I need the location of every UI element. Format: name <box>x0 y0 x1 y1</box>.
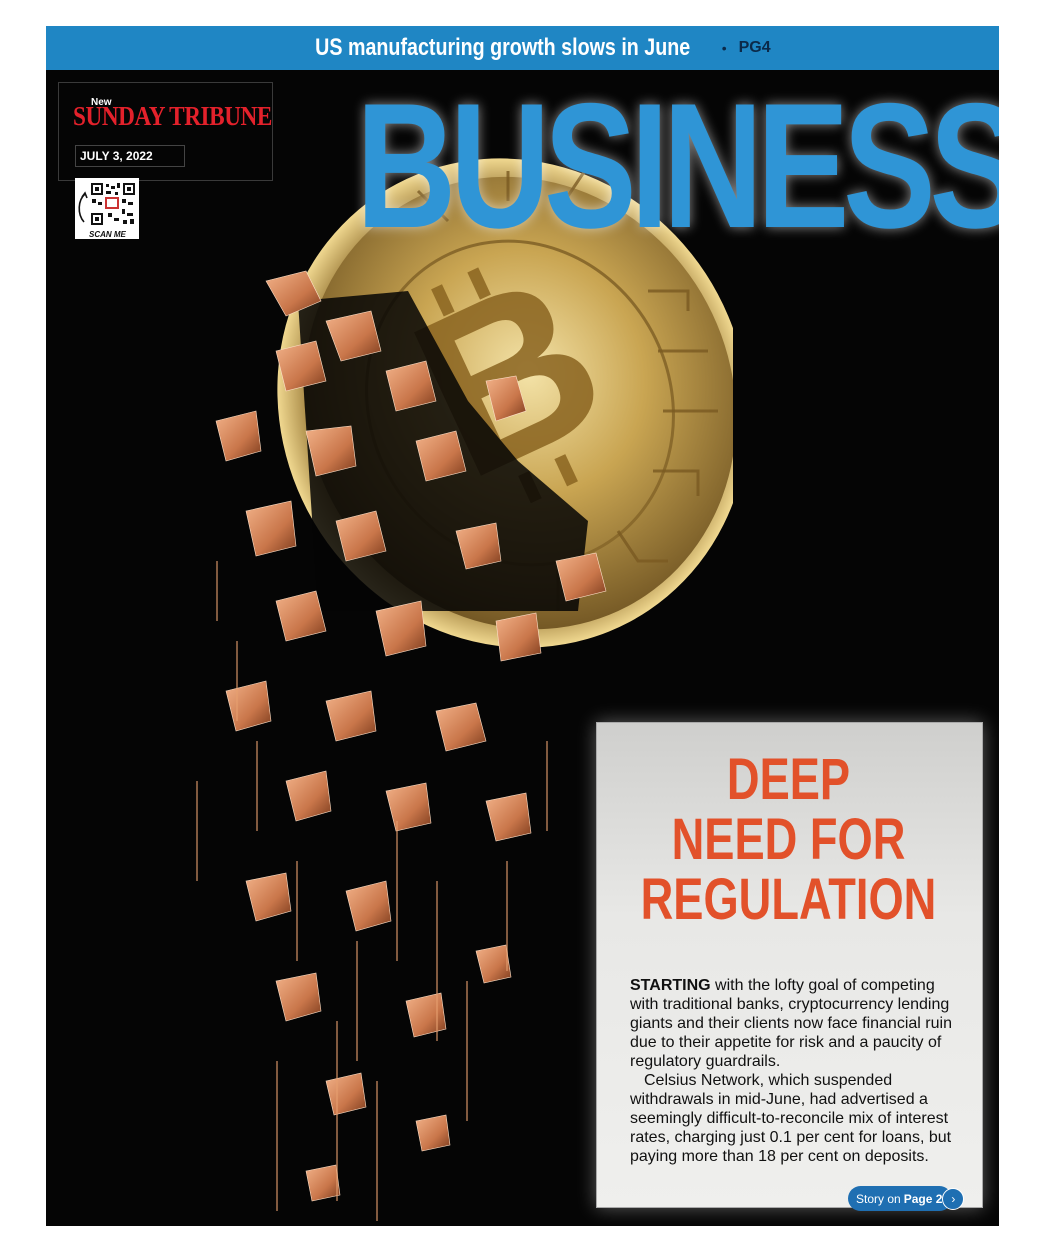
banner-headline[interactable]: US manufacturing growth slows in June <box>315 34 691 61</box>
banner-page-ref[interactable]: PG4 <box>738 39 771 56</box>
story-headline[interactable]: DEEP NEED FOR REGULATION <box>638 750 938 930</box>
lead-word: STARTING <box>630 977 711 994</box>
story-panel <box>596 722 983 1208</box>
newspaper-page: US manufacturing growth slows in June • … <box>46 26 999 1226</box>
top-banner: US manufacturing growth slows in June • … <box>46 26 999 70</box>
link-page: Page 2 <box>903 1191 943 1206</box>
chevron-right-icon[interactable]: › <box>942 1188 965 1210</box>
issue-date: JULY 3, 2022 <box>75 145 185 167</box>
masthead-new: New <box>91 97 112 108</box>
story-box: DEEP NEED FOR REGULATION STARTING with t… <box>596 722 983 1211</box>
story-body: STARTING with the lofty goal of competin… <box>630 976 960 1166</box>
headline-line-2: NEED FOR <box>671 807 906 872</box>
headline-line-1: DEEP <box>726 747 851 812</box>
shattered-coin-fragments <box>196 270 607 1221</box>
qr-code-icon[interactable]: SCAN ME <box>75 178 139 239</box>
section-title: BUSINESS <box>356 77 999 255</box>
paragraph-1-text: with the lofty goal of competing with tr… <box>630 977 952 1070</box>
section-title-text: BUSINESS <box>356 66 999 265</box>
headline-line-3: REGULATION <box>640 867 937 932</box>
masthead-title: SUNDAY TRIBUNE <box>73 101 272 131</box>
story-paragraph-2: Celsius Network, which suspended withdra… <box>630 1072 952 1165</box>
story-page-link[interactable]: Story on Page 2 › <box>848 1186 965 1211</box>
scan-me-label: SCAN ME <box>89 230 126 239</box>
masthead: New SUNDAY TRIBUNE JULY 3, 2022 <box>58 82 273 181</box>
story-paragraph-1: STARTING with the lofty goal of competin… <box>630 976 960 1071</box>
link-prefix: Story on <box>856 1191 901 1206</box>
banner-bullet: • <box>721 40 727 56</box>
